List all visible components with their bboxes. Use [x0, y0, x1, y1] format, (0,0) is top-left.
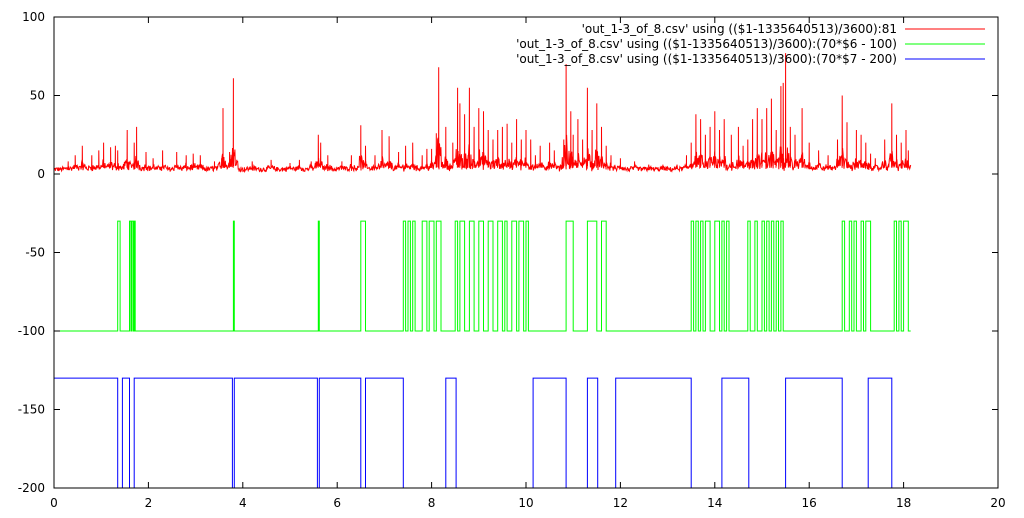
y-tick-label: 50 — [30, 89, 45, 103]
x-tick-label: 10 — [518, 496, 533, 510]
y-tick-label: -200 — [18, 481, 45, 495]
x-tick-label: 20 — [990, 496, 1005, 510]
series-line-2 — [54, 220, 911, 332]
legend-label: 'out_1-3_of_8.csv' using (($1-1335640513… — [582, 22, 897, 36]
x-tick-label: 14 — [707, 496, 722, 510]
x-tick-label: 4 — [239, 496, 247, 510]
ticks-layer: 0 2 4 6 8 10 12 14 16 18 20 100 50 0 -50 -100 -150 -200 — [18, 10, 1006, 510]
x-tick-label: 18 — [896, 496, 911, 510]
y-tick-label: -150 — [18, 403, 45, 417]
x-tick-label: 12 — [613, 496, 628, 510]
y-tick-label: -50 — [25, 246, 45, 260]
x-tick-label: 0 — [50, 496, 58, 510]
y-tick-label: 0 — [37, 167, 45, 181]
y-tick-label: 100 — [22, 10, 45, 24]
x-tick-label: 6 — [333, 496, 341, 510]
series-line-1 — [53, 53, 912, 174]
x-tick-label: 2 — [145, 496, 153, 510]
legend-label: 'out_1-3_of_8.csv' using (($1-1335640513… — [516, 52, 897, 66]
legend: 'out_1-3_of_8.csv' using (($1-1335640513… — [516, 22, 985, 66]
x-tick-label: 16 — [802, 496, 817, 510]
legend-label: 'out_1-3_of_8.csv' using (($1-1335640513… — [516, 37, 897, 51]
x-tick-label: 8 — [428, 496, 436, 510]
y-tick-label: -100 — [18, 324, 45, 338]
